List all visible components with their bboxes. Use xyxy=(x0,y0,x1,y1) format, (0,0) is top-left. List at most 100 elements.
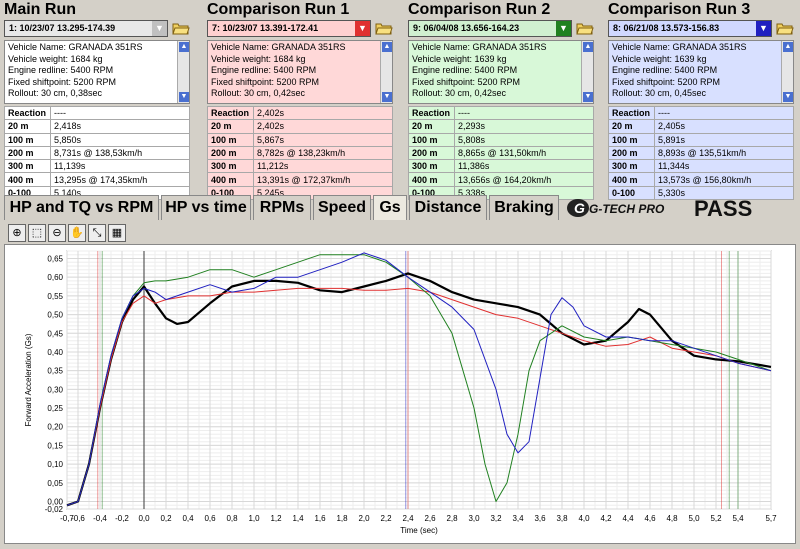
stat-label: 300 m xyxy=(408,159,455,174)
scroll-up-icon[interactable]: ▲ xyxy=(179,42,189,52)
y-tick-label: -0,02 xyxy=(45,505,64,514)
run-panel-3: Comparison Run 3 8: 06/21/08 13.573-156.… xyxy=(604,0,796,201)
scrollbar[interactable]: ▲ ▼ xyxy=(581,41,593,103)
stat-label: 300 m xyxy=(608,159,655,174)
scroll-up-icon[interactable]: ▲ xyxy=(382,42,392,52)
stat-label: 100 m xyxy=(207,132,254,147)
stat-label: 200 m xyxy=(408,145,455,161)
vehicle-info-line: Engine redline: 5400 RPM xyxy=(412,65,518,75)
vehicle-info-line: Fixed shiftpoint: 5200 RPM xyxy=(412,76,521,87)
grid-icon[interactable]: ▦ xyxy=(108,224,126,242)
tab-gs[interactable]: Gs xyxy=(373,195,407,220)
stat-value: 11,386s xyxy=(454,159,594,174)
y-tick-label: 0,10 xyxy=(47,460,63,469)
run-selector[interactable]: 7: 10/23/07 13.391-172.41 ▼ xyxy=(207,20,371,37)
x-tick-label: 0,8 xyxy=(226,514,238,523)
x-tick-label: 5,2 xyxy=(710,514,722,523)
y-tick-label: 0,50 xyxy=(47,311,63,320)
vehicle-info-line: Rollout: 30 cm, 0,45sec xyxy=(612,88,707,98)
table-row: 0-100 5,330s xyxy=(608,185,794,201)
x-tick-label: 1,0 xyxy=(248,514,260,523)
scrollbar[interactable]: ▲ ▼ xyxy=(781,41,793,103)
scroll-down-icon[interactable]: ▼ xyxy=(382,92,392,102)
scroll-down-icon[interactable]: ▼ xyxy=(583,92,593,102)
pan-icon[interactable]: ✋ xyxy=(68,224,86,242)
tab-speed[interactable]: Speed xyxy=(313,195,371,220)
x-tick-label: 4,2 xyxy=(600,514,612,523)
chevron-down-icon[interactable]: ▼ xyxy=(152,21,167,36)
stat-value: 8,865s @ 131,50km/h xyxy=(454,145,594,161)
vehicle-info-list[interactable]: Vehicle Name: GRANADA 351RS Vehicle weigh… xyxy=(4,40,190,104)
table-row: 100 m 5,850s xyxy=(4,132,190,147)
y-tick-label: 0,15 xyxy=(47,441,63,450)
chevron-down-icon[interactable]: ▼ xyxy=(355,21,370,36)
stat-value: 2,418s xyxy=(50,119,190,134)
stat-label: 400 m xyxy=(608,172,655,187)
tab-hp-tq-rpm[interactable]: HP and TQ vs RPM xyxy=(4,195,159,220)
tab-hp-time[interactable]: HP vs time xyxy=(161,195,251,220)
stat-label: Reaction xyxy=(207,105,254,121)
scrollbar[interactable]: ▲ ▼ xyxy=(177,41,189,103)
tab-rpms[interactable]: RPMs xyxy=(253,195,311,220)
y-tick-label: 0,55 xyxy=(47,292,63,301)
tab-braking[interactable]: Braking xyxy=(489,195,559,220)
stat-label: Reaction xyxy=(608,105,655,121)
table-row: 200 m 8,731s @ 138,53km/h xyxy=(4,145,190,161)
scroll-up-icon[interactable]: ▲ xyxy=(783,42,793,52)
run-selector[interactable]: 1: 10/23/07 13.295-174.39 ▼ xyxy=(4,20,168,37)
x-tick-label: 2,8 xyxy=(446,514,458,523)
open-folder-icon[interactable] xyxy=(172,20,190,36)
open-folder-icon[interactable] xyxy=(375,20,393,36)
run-selector[interactable]: 9: 06/04/08 13.656-164.23 ▼ xyxy=(408,20,572,37)
zoom-box-icon[interactable]: ⬚ xyxy=(28,224,46,242)
open-folder-icon[interactable] xyxy=(576,20,594,36)
vehicle-info-line: Engine redline: 5400 RPM xyxy=(612,65,718,75)
chevron-down-icon[interactable]: ▼ xyxy=(756,21,771,36)
stat-label: 0-100 xyxy=(608,185,655,201)
vehicle-info-line: Rollout: 30 cm, 0,42sec xyxy=(211,88,306,98)
zoom-out-icon[interactable]: ⊖ xyxy=(48,224,66,242)
zoom-in-icon[interactable]: ⊕ xyxy=(8,224,26,242)
x-tick-label: -0,4 xyxy=(93,514,107,523)
scroll-up-icon[interactable]: ▲ xyxy=(583,42,593,52)
y-tick-label: 0,35 xyxy=(47,367,63,376)
vehicle-info-list[interactable]: Vehicle Name: GRANADA 351RS Vehicle weigh… xyxy=(408,40,594,104)
stats-table: Reaction ---- 20 m 2,293s 100 m 5,808s 200 m 8,… xyxy=(408,105,594,201)
scrollbar[interactable]: ▲ ▼ xyxy=(380,41,392,103)
stat-value: 8,782s @ 138,23km/h xyxy=(253,145,393,161)
vehicle-info-line: Fixed shiftpoint: 5200 RPM xyxy=(612,76,721,87)
table-row: 400 m 13,573s @ 156,80km/h xyxy=(608,172,794,187)
chevron-down-icon[interactable]: ▼ xyxy=(556,21,571,36)
stat-value: 5,808s xyxy=(454,132,594,147)
vehicle-info-line: Rollout: 30 cm, 0,42sec xyxy=(412,88,507,98)
stat-label: 20 m xyxy=(408,119,455,134)
vehicle-info-list[interactable]: Vehicle Name: GRANADA 351RS Vehicle weigh… xyxy=(207,40,393,104)
run-selector[interactable]: 8: 06/21/08 13.573-156.83 ▼ xyxy=(608,20,772,37)
run-selector-value: 8: 06/21/08 13.573-156.83 xyxy=(613,23,720,33)
fit-icon[interactable]: ⤡ xyxy=(88,224,106,242)
stat-label: 400 m xyxy=(207,172,254,187)
tab-distance[interactable]: Distance xyxy=(409,195,487,220)
stat-label: 20 m xyxy=(4,119,51,134)
open-folder-icon[interactable] xyxy=(776,20,794,36)
vehicle-info-line: Fixed shiftpoint: 5200 RPM xyxy=(8,76,117,87)
scroll-down-icon[interactable]: ▼ xyxy=(783,92,793,102)
stat-value: 13,573s @ 156,80km/h xyxy=(654,172,794,187)
stat-value: 11,344s xyxy=(654,159,794,174)
series-line-2 xyxy=(66,254,772,506)
x-tick-label: 2,0 xyxy=(358,514,370,523)
stat-label: 20 m xyxy=(207,119,254,134)
stat-label: Reaction xyxy=(4,105,51,121)
stat-value: 5,850s xyxy=(50,132,190,147)
stat-label: 200 m xyxy=(4,145,51,161)
stat-label: Reaction xyxy=(408,105,455,121)
x-tick-label: 5,0 xyxy=(688,514,700,523)
run-selector-value: 7: 10/23/07 13.391-172.41 xyxy=(212,23,319,33)
run-selector-value: 9: 06/04/08 13.656-164.23 xyxy=(413,23,520,33)
table-row: Reaction 2,402s xyxy=(207,105,393,121)
stat-label: 300 m xyxy=(4,159,51,174)
vehicle-info-list[interactable]: Vehicle Name: GRANADA 351RS Vehicle weigh… xyxy=(608,40,794,104)
scroll-down-icon[interactable]: ▼ xyxy=(179,92,189,102)
y-tick-label: 0,05 xyxy=(47,479,63,488)
x-tick-label: 1,2 xyxy=(270,514,282,523)
